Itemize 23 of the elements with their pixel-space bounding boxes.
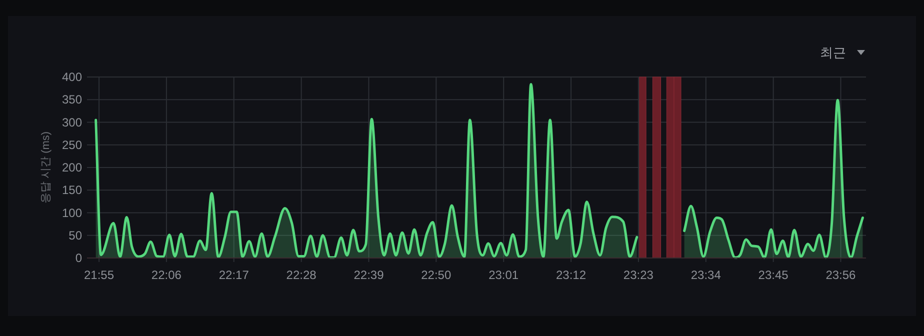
y-tick-label: 150 — [62, 183, 82, 198]
text: 최근 — [820, 45, 846, 60]
y-tick-label: 400 — [62, 70, 82, 84]
x-tick-label: 23:34 — [690, 268, 722, 282]
y-tick-label: 50 — [68, 228, 82, 242]
y-tick-label: 200 — [62, 160, 82, 174]
y-axis-title: 응답 시간 (ms) — [40, 131, 52, 204]
x-tick-label: 22:39 — [354, 268, 384, 282]
y-tick-label: 250 — [62, 138, 82, 152]
x-tick-label: 22:50 — [421, 268, 452, 282]
x-tick-label: 23:56 — [826, 268, 856, 282]
x-tick-label: 22:17 — [218, 268, 250, 282]
x-tick-label: 23:23 — [623, 268, 654, 282]
y-tick-label: 300 — [62, 115, 82, 130]
y-tick-label: 100 — [62, 206, 82, 220]
x-tick-label: 23:01 — [488, 268, 519, 282]
x-tick-label: 22:28 — [286, 268, 317, 282]
x-tick-label: 23:45 — [758, 268, 789, 282]
y-tick-label: 0 — [75, 251, 82, 265]
x-tick-label: 23:12 — [556, 268, 586, 282]
x-tick-label: 21:55 — [84, 268, 114, 282]
x-tick-label: 22:06 — [151, 268, 182, 282]
y-tick-label: 350 — [62, 92, 82, 107]
